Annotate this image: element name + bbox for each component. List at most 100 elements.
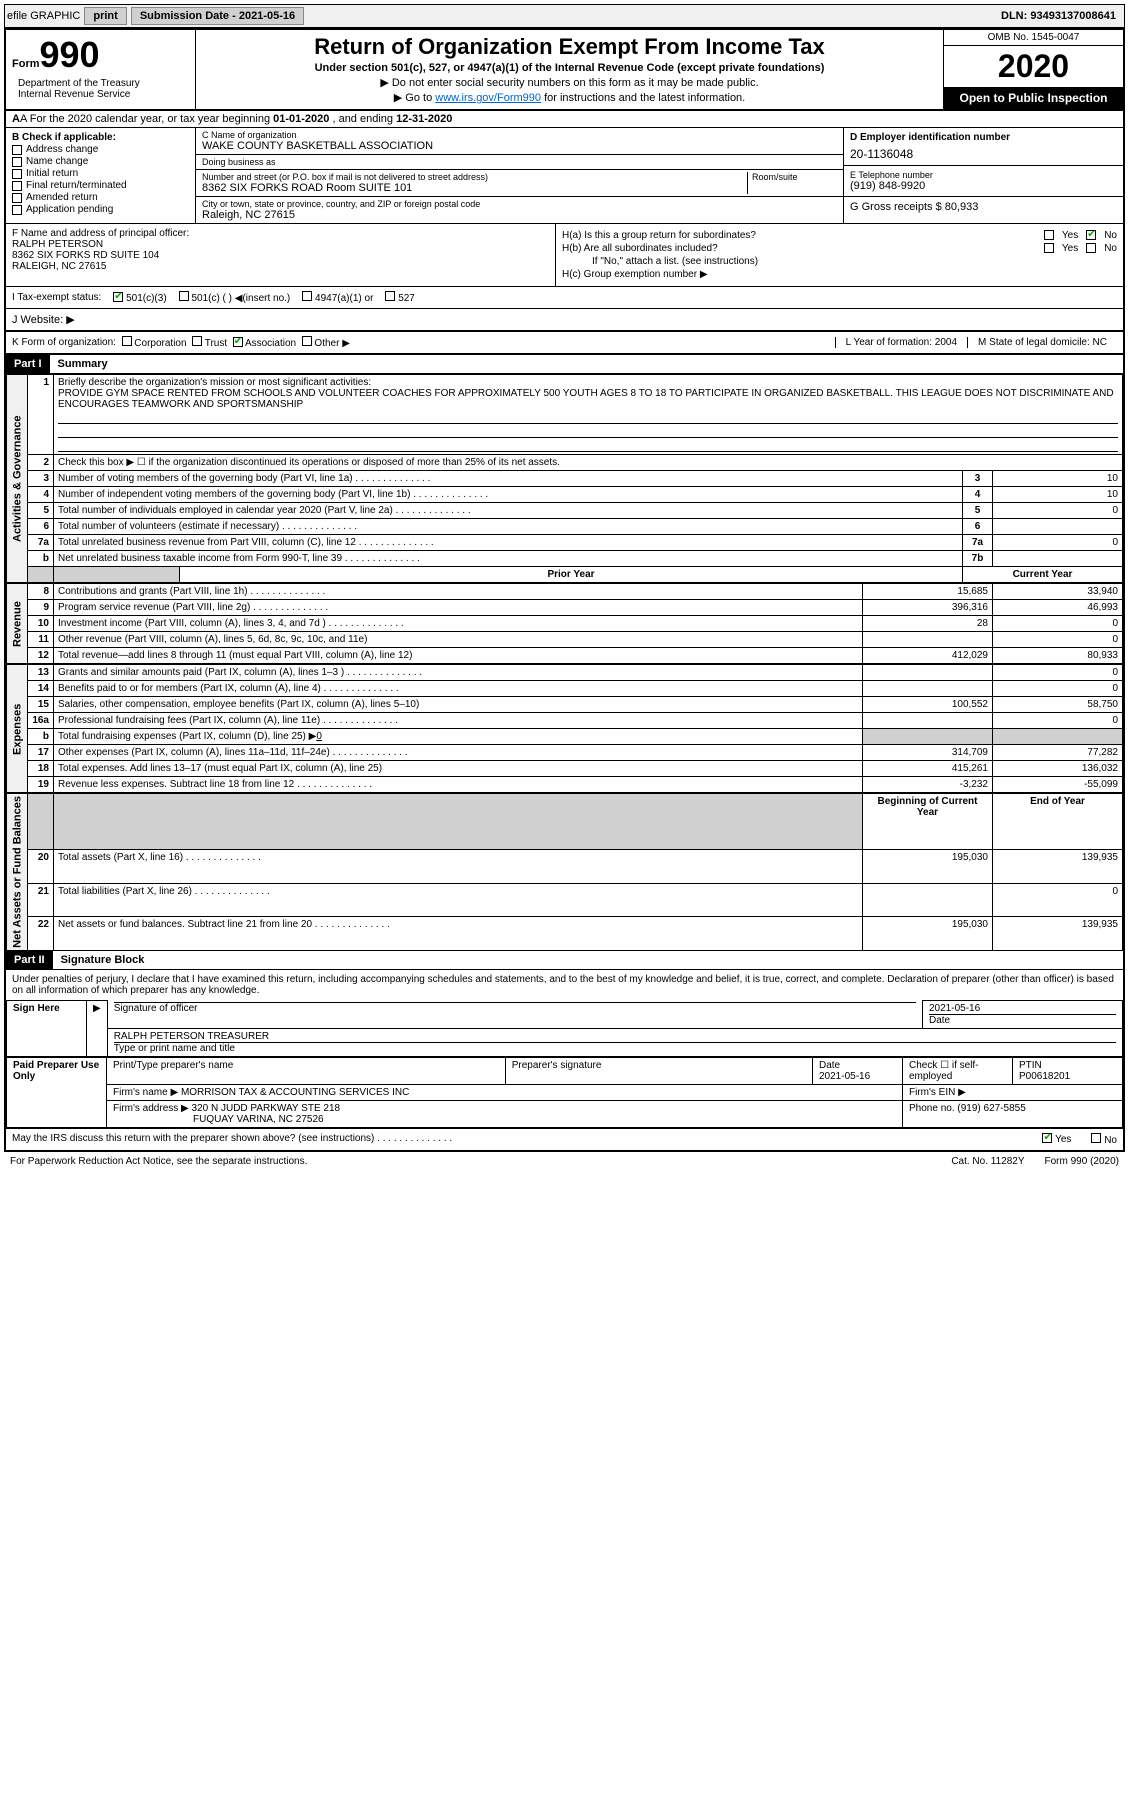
addr-value: 8362 SIX FORKS ROAD Room SUITE 101 — [202, 182, 747, 194]
paid-prep-table: Paid Preparer Use Only Print/Type prepar… — [6, 1057, 1123, 1128]
prior-year-hdr: Prior Year — [180, 567, 963, 583]
firm-name-label: Firm's name ▶ — [113, 1087, 178, 1098]
h-b-note: If "No," attach a list. (see instruction… — [562, 256, 1117, 267]
line18-prior: 415,261 — [863, 761, 993, 777]
line8-curr: 33,940 — [993, 584, 1123, 600]
line20-desc: Total assets (Part X, line 16) — [54, 850, 863, 883]
city-label: City or town, state or province, country… — [202, 199, 837, 209]
dept-label: Department of the Treasury Internal Reve… — [12, 76, 189, 104]
toolbar: efile GRAPHIC print Submission Date - 20… — [4, 4, 1125, 28]
prep-sig-label: Preparer's signature — [505, 1057, 812, 1084]
line19-desc: Revenue less expenses. Subtract line 18 … — [54, 777, 863, 793]
line10-curr: 0 — [993, 616, 1123, 632]
line3-val: 10 — [993, 471, 1123, 487]
firm-addr1: 320 N JUDD PARKWAY STE 218 — [192, 1103, 341, 1114]
city-value: Raleigh, NC 27615 — [202, 209, 837, 221]
h-a-yes[interactable] — [1044, 230, 1054, 240]
chk-501c[interactable] — [179, 291, 189, 301]
date-label2: Date — [819, 1060, 896, 1071]
line11-prior — [863, 632, 993, 648]
line16a-prior — [863, 713, 993, 729]
chk-application-pending[interactable]: Application pending — [12, 204, 189, 215]
line15-curr: 58,750 — [993, 697, 1123, 713]
irs-link[interactable]: www.irs.gov/Form990 — [435, 92, 541, 104]
efile-label: efile GRAPHIC — [7, 10, 80, 22]
line3-desc: Number of voting members of the governin… — [54, 471, 963, 487]
part2-title: Signature Block — [53, 954, 145, 966]
chk-527[interactable] — [385, 291, 395, 301]
chk-trust[interactable] — [192, 336, 202, 346]
h-c-label: H(c) Group exemption number ▶ — [562, 269, 708, 280]
org-name: WAKE COUNTY BASKETBALL ASSOCIATION — [202, 140, 837, 152]
line11-desc: Other revenue (Part VIII, column (A), li… — [54, 632, 863, 648]
h-a-no[interactable] — [1086, 230, 1096, 240]
chk-corp[interactable] — [122, 336, 132, 346]
line16a-curr: 0 — [993, 713, 1123, 729]
line13-prior — [863, 665, 993, 681]
line21-prior — [863, 883, 993, 916]
chk-other[interactable] — [302, 336, 312, 346]
line5-val: 0 — [993, 503, 1123, 519]
line20-prior: 195,030 — [863, 850, 993, 883]
tax-year-row: AA For the 2020 calendar year, or tax ye… — [6, 111, 1123, 128]
part1-title: Summary — [50, 358, 108, 370]
k-label: K Form of organization: — [12, 337, 116, 348]
chk-name-change[interactable]: Name change — [12, 156, 189, 167]
submission-date-button[interactable]: Submission Date - 2021-05-16 — [131, 7, 304, 25]
line7a-desc: Total unrelated business revenue from Pa… — [54, 535, 963, 551]
line11-curr: 0 — [993, 632, 1123, 648]
chk-amended-return[interactable]: Amended return — [12, 192, 189, 203]
mission-text: PROVIDE GYM SPACE RENTED FROM SCHOOLS AN… — [58, 388, 1118, 410]
line19-prior: -3,232 — [863, 777, 993, 793]
line9-prior: 396,316 — [863, 600, 993, 616]
chk-final-return[interactable]: Final return/terminated — [12, 180, 189, 191]
line18-curr: 136,032 — [993, 761, 1123, 777]
ssn-notice: ▶ Do not enter social security numbers o… — [200, 76, 939, 89]
phone-label: Phone no. — [909, 1103, 955, 1114]
line12-desc: Total revenue—add lines 8 through 11 (mu… — [54, 648, 863, 664]
line13-curr: 0 — [993, 665, 1123, 681]
m-value: NC — [1093, 337, 1107, 348]
ein-value: 20-1136048 — [850, 147, 1117, 161]
line10-desc: Investment income (Part VIII, column (A)… — [54, 616, 863, 632]
line17-desc: Other expenses (Part IX, column (A), lin… — [54, 745, 863, 761]
chk-assoc[interactable] — [233, 337, 243, 347]
firm-name: MORRISON TAX & ACCOUNTING SERVICES INC — [181, 1087, 409, 1098]
end-year-hdr: End of Year — [993, 794, 1123, 850]
line22-prior: 195,030 — [863, 917, 993, 950]
officer-name-title: RALPH PETERSON TREASURER — [114, 1031, 1116, 1042]
sig-disclaimer: Under penalties of perjury, I declare th… — [6, 970, 1123, 1000]
type-label: Type or print name and title — [114, 1042, 1116, 1054]
officer-addr2: RALEIGH, NC 27615 — [12, 261, 549, 272]
line7b-val — [993, 551, 1123, 567]
h-b-no[interactable] — [1086, 243, 1096, 253]
m-label: M State of legal domicile: — [978, 337, 1090, 348]
h-b-yes[interactable] — [1044, 243, 1054, 253]
line16a-desc: Professional fundraising fees (Part IX, … — [54, 713, 863, 729]
prep-name-label: Print/Type preparer's name — [107, 1057, 506, 1084]
begin-year-hdr: Beginning of Current Year — [863, 794, 993, 850]
line15-prior: 100,552 — [863, 697, 993, 713]
line4-val: 10 — [993, 487, 1123, 503]
side-ag: Activities & Governance — [7, 375, 28, 583]
sig-date: 2021-05-16 — [929, 1003, 1116, 1014]
h-b-label: H(b) Are all subordinates included? — [562, 243, 718, 254]
officer-name: RALPH PETERSON — [12, 239, 549, 250]
line21-desc: Total liabilities (Part X, line 26) — [54, 883, 863, 916]
line12-prior: 412,029 — [863, 648, 993, 664]
h-a-label: H(a) Is this a group return for subordin… — [562, 230, 756, 241]
chk-address-change[interactable]: Address change — [12, 144, 189, 155]
goto-line: ▶ Go to www.irs.gov/Form990 for instruct… — [200, 91, 939, 104]
chk-initial-return[interactable]: Initial return — [12, 168, 189, 179]
line17-curr: 77,282 — [993, 745, 1123, 761]
chk-4947[interactable] — [302, 291, 312, 301]
line21-curr: 0 — [993, 883, 1123, 916]
discuss-no[interactable] — [1091, 1133, 1101, 1143]
discuss-yes[interactable] — [1042, 1133, 1052, 1143]
print-button[interactable]: print — [84, 7, 126, 25]
addr-label: Number and street (or P.O. box if mail i… — [202, 172, 747, 182]
sign-here-label: Sign Here — [7, 1000, 87, 1056]
chk-501c3[interactable] — [113, 292, 123, 302]
open-to-public: Open to Public Inspection — [944, 87, 1123, 109]
line4-desc: Number of independent voting members of … — [54, 487, 963, 503]
